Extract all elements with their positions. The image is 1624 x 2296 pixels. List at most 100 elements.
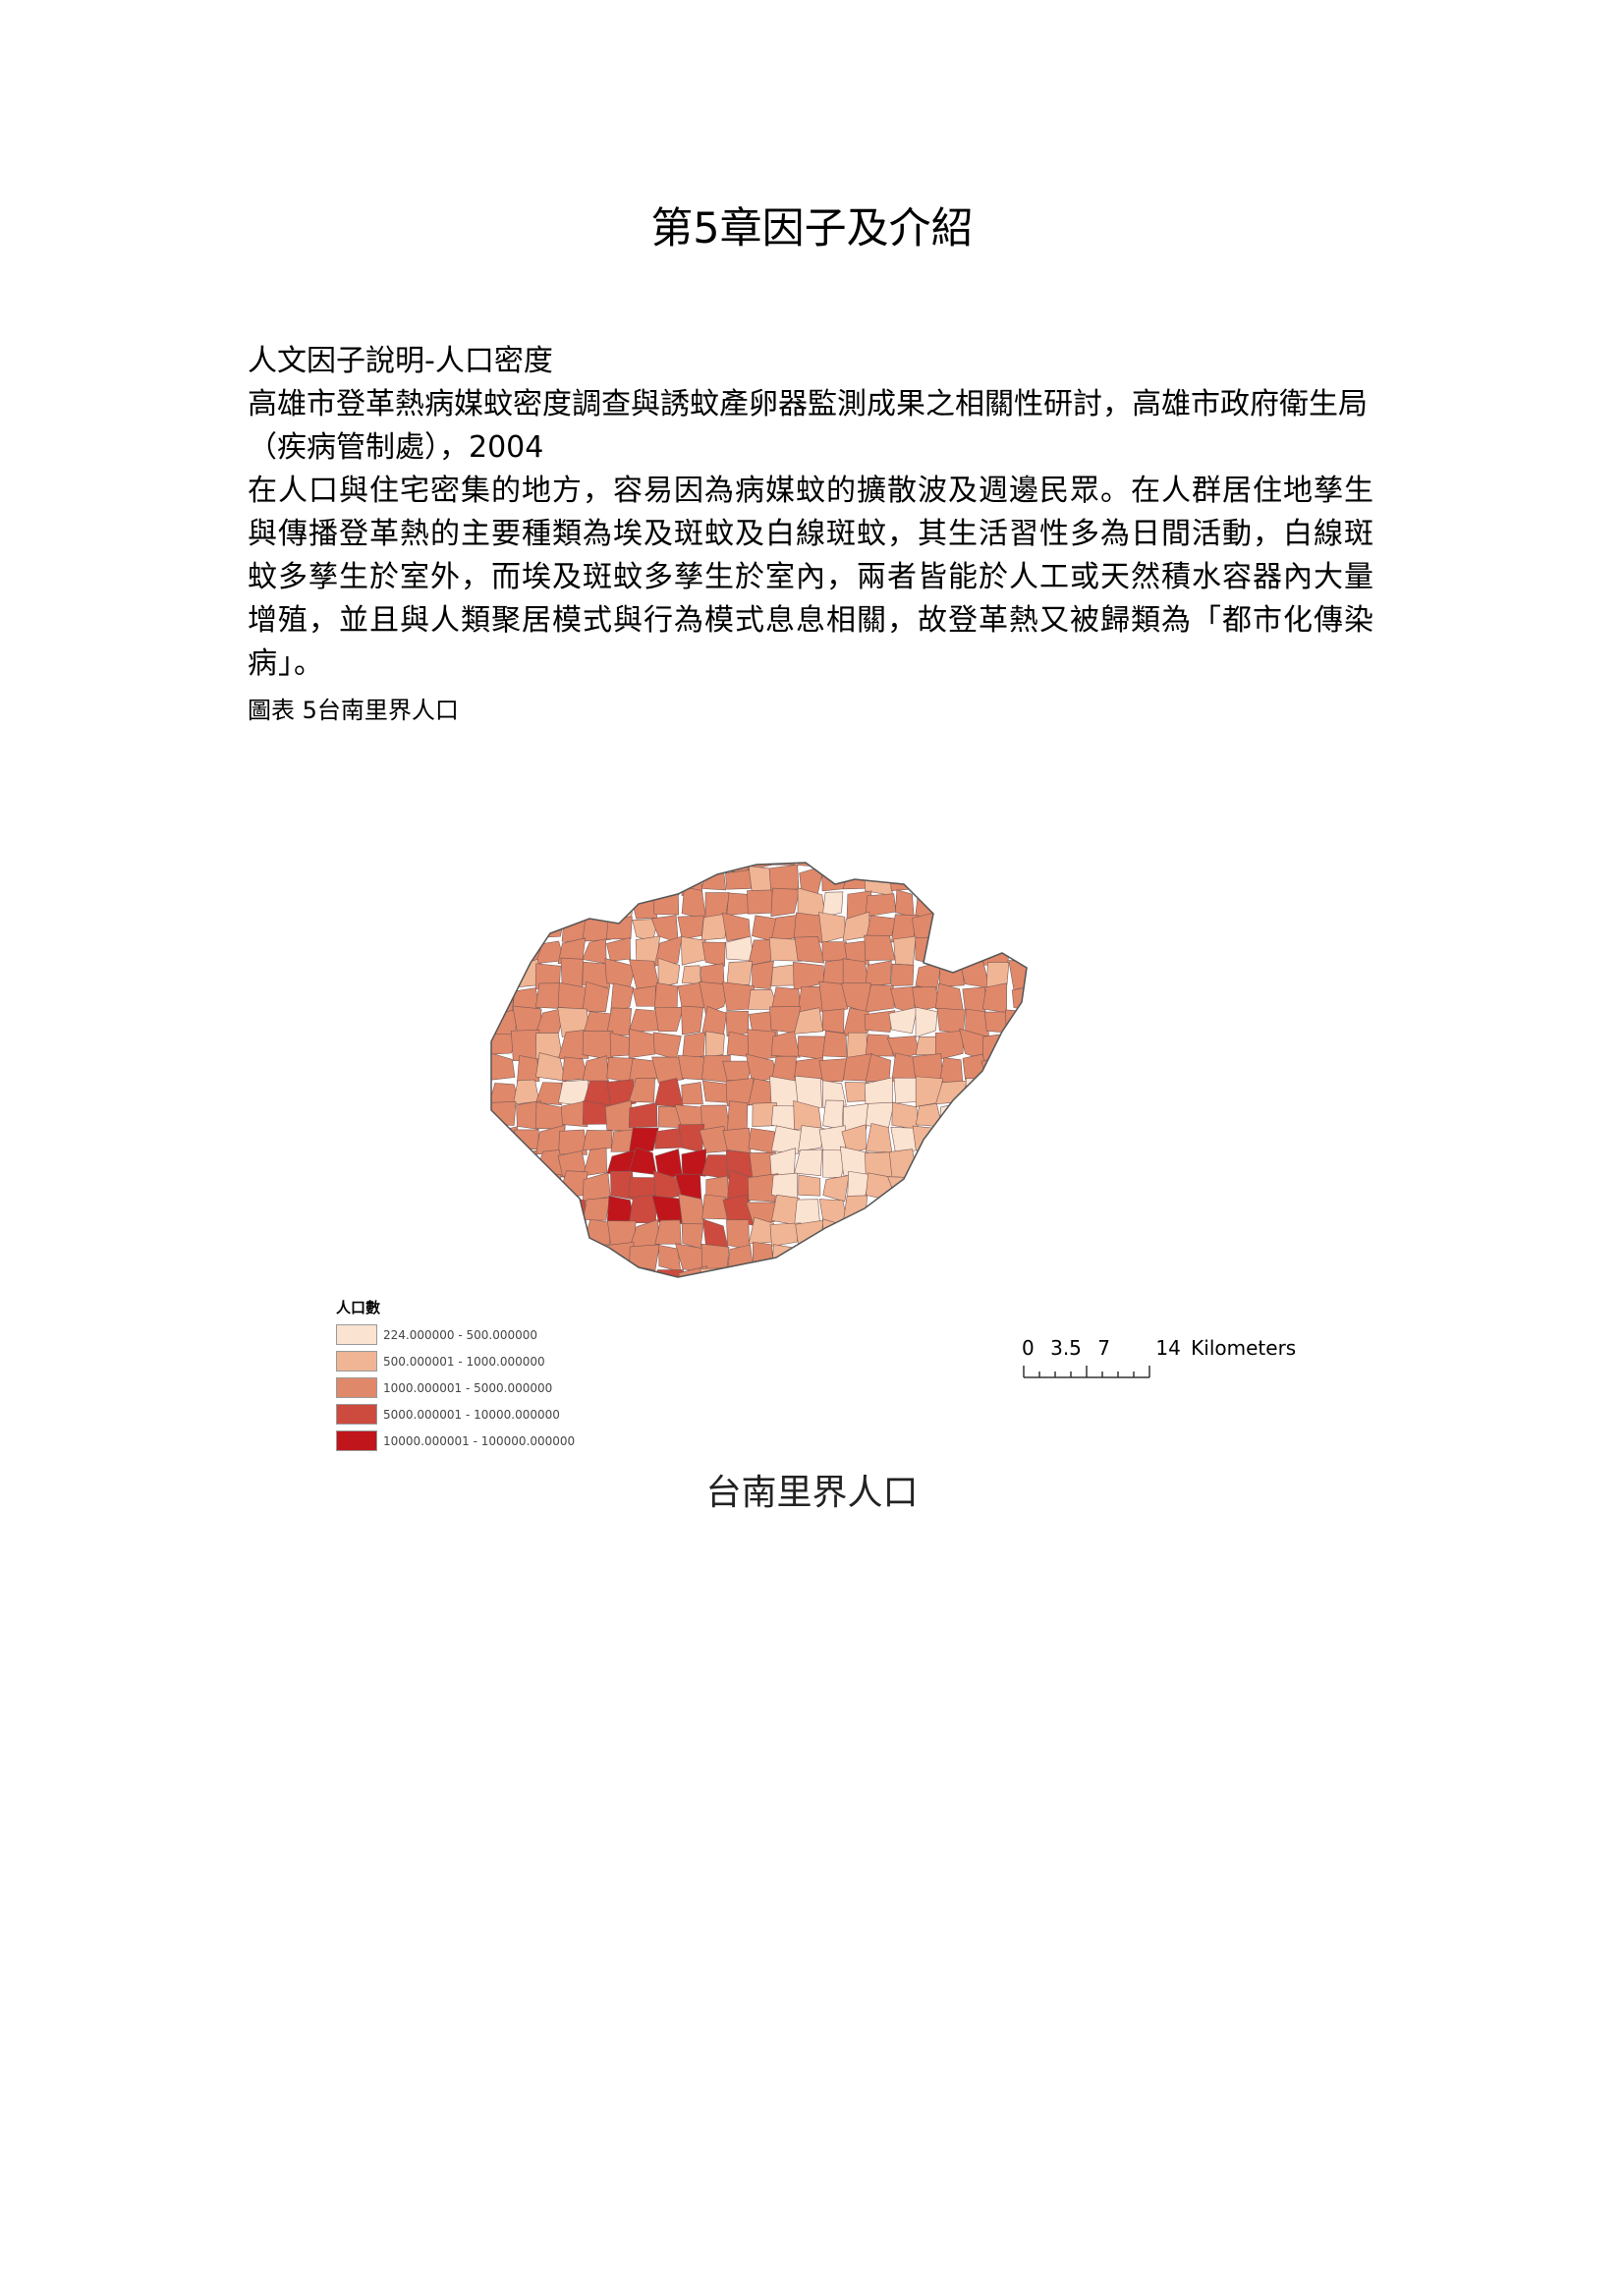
map-district [653, 935, 683, 967]
map-district [959, 1245, 990, 1271]
map-district [727, 1289, 755, 1315]
map-district [822, 1099, 844, 1130]
map-district [558, 863, 587, 868]
map-district [911, 863, 943, 873]
legend-label: 5000.000001 - 10000.000000 [383, 1407, 560, 1422]
map-district [915, 1006, 938, 1038]
map-district [681, 1148, 706, 1177]
map-district [842, 958, 869, 985]
page-title: 第5章因子及介紹 [650, 204, 974, 253]
map-district [752, 1241, 774, 1271]
map-district [1036, 1080, 1061, 1108]
map-district [535, 1220, 566, 1251]
map-district [768, 937, 803, 962]
map-district [682, 1032, 705, 1061]
map-district [512, 863, 541, 870]
map-district [721, 912, 751, 942]
map-district [1005, 1103, 1027, 1130]
map-district [628, 1077, 655, 1103]
map-district [887, 1219, 918, 1247]
map-district [982, 1033, 1015, 1062]
legend-item: 1000.000001 - 5000.000000 [336, 1374, 575, 1401]
map-district [722, 1127, 752, 1154]
section-subtitle: 人文因子說明-人口密度 [248, 344, 553, 378]
map-district [913, 1263, 942, 1277]
map-district [822, 1031, 848, 1058]
map-district [770, 887, 800, 918]
map-district [986, 1100, 1013, 1130]
map-district [746, 1202, 777, 1223]
map-district [681, 965, 701, 984]
legend-item: 500.000001 - 1000.000000 [336, 1348, 575, 1374]
map-district [606, 936, 631, 962]
map-district [888, 865, 915, 891]
map-district [933, 1196, 965, 1227]
map-district [491, 1201, 516, 1222]
map-district [938, 1294, 967, 1317]
map-district [912, 1125, 939, 1151]
map-district [841, 1265, 872, 1277]
map-district [725, 1078, 755, 1107]
map-district [1006, 1245, 1027, 1269]
map-district [959, 1103, 988, 1132]
map-district [632, 985, 656, 1007]
map-district [937, 863, 967, 870]
map-district [512, 867, 539, 892]
map-district [582, 938, 607, 965]
map-district [1005, 1053, 1027, 1082]
map-district [981, 1195, 1012, 1226]
map-district [750, 1292, 775, 1318]
map-district [1033, 842, 1059, 869]
map-district [581, 1289, 612, 1317]
map-district [1005, 1148, 1027, 1178]
map-district [794, 1199, 820, 1225]
map-district [701, 941, 726, 967]
map-district [747, 889, 773, 915]
map-district [702, 1218, 729, 1249]
map-district [915, 887, 942, 919]
map-district [535, 1199, 564, 1226]
map-district [491, 863, 515, 872]
map-district [793, 1099, 822, 1130]
map-district [510, 887, 543, 918]
map-district [535, 1265, 561, 1277]
legend-swatch [336, 1377, 377, 1398]
map-district [865, 893, 897, 918]
map-district [678, 1124, 705, 1153]
map-district [818, 980, 849, 1013]
scale-bar: 0 3.5 7 14 Kilometers [1022, 1336, 1296, 1385]
map-district [702, 1289, 727, 1316]
map-district [769, 1222, 802, 1247]
map-district [582, 1030, 614, 1061]
legend-label: 500.000001 - 1000.000000 [383, 1354, 545, 1369]
map-district [815, 1242, 848, 1273]
map-district [1034, 1126, 1057, 1148]
map-district [917, 1294, 939, 1319]
map-district [963, 1265, 989, 1277]
map-district [984, 1149, 1013, 1179]
map-district [982, 1124, 1013, 1150]
map-district [889, 863, 918, 869]
map-district [635, 935, 661, 967]
map-district [793, 1249, 822, 1273]
map-district [556, 867, 585, 895]
map-district [565, 887, 584, 915]
map-district [843, 1102, 868, 1133]
map-district [557, 1030, 589, 1060]
legend-swatch [336, 1324, 377, 1345]
map-district [1005, 1078, 1027, 1106]
legend-label: 224.000000 - 500.000000 [383, 1327, 538, 1342]
map-district [888, 1006, 918, 1035]
map-district [560, 1100, 588, 1128]
map-district [792, 961, 824, 991]
map-district [628, 1028, 660, 1059]
map-district [962, 1127, 989, 1149]
map-district [511, 1171, 543, 1201]
map-district [1004, 936, 1027, 965]
map-district [916, 1244, 940, 1272]
map-district [491, 892, 516, 918]
legend-item: 224.000000 - 500.000000 [336, 1321, 575, 1348]
map-district [798, 1174, 821, 1197]
map-district [558, 1219, 587, 1251]
map-district [963, 1195, 986, 1221]
